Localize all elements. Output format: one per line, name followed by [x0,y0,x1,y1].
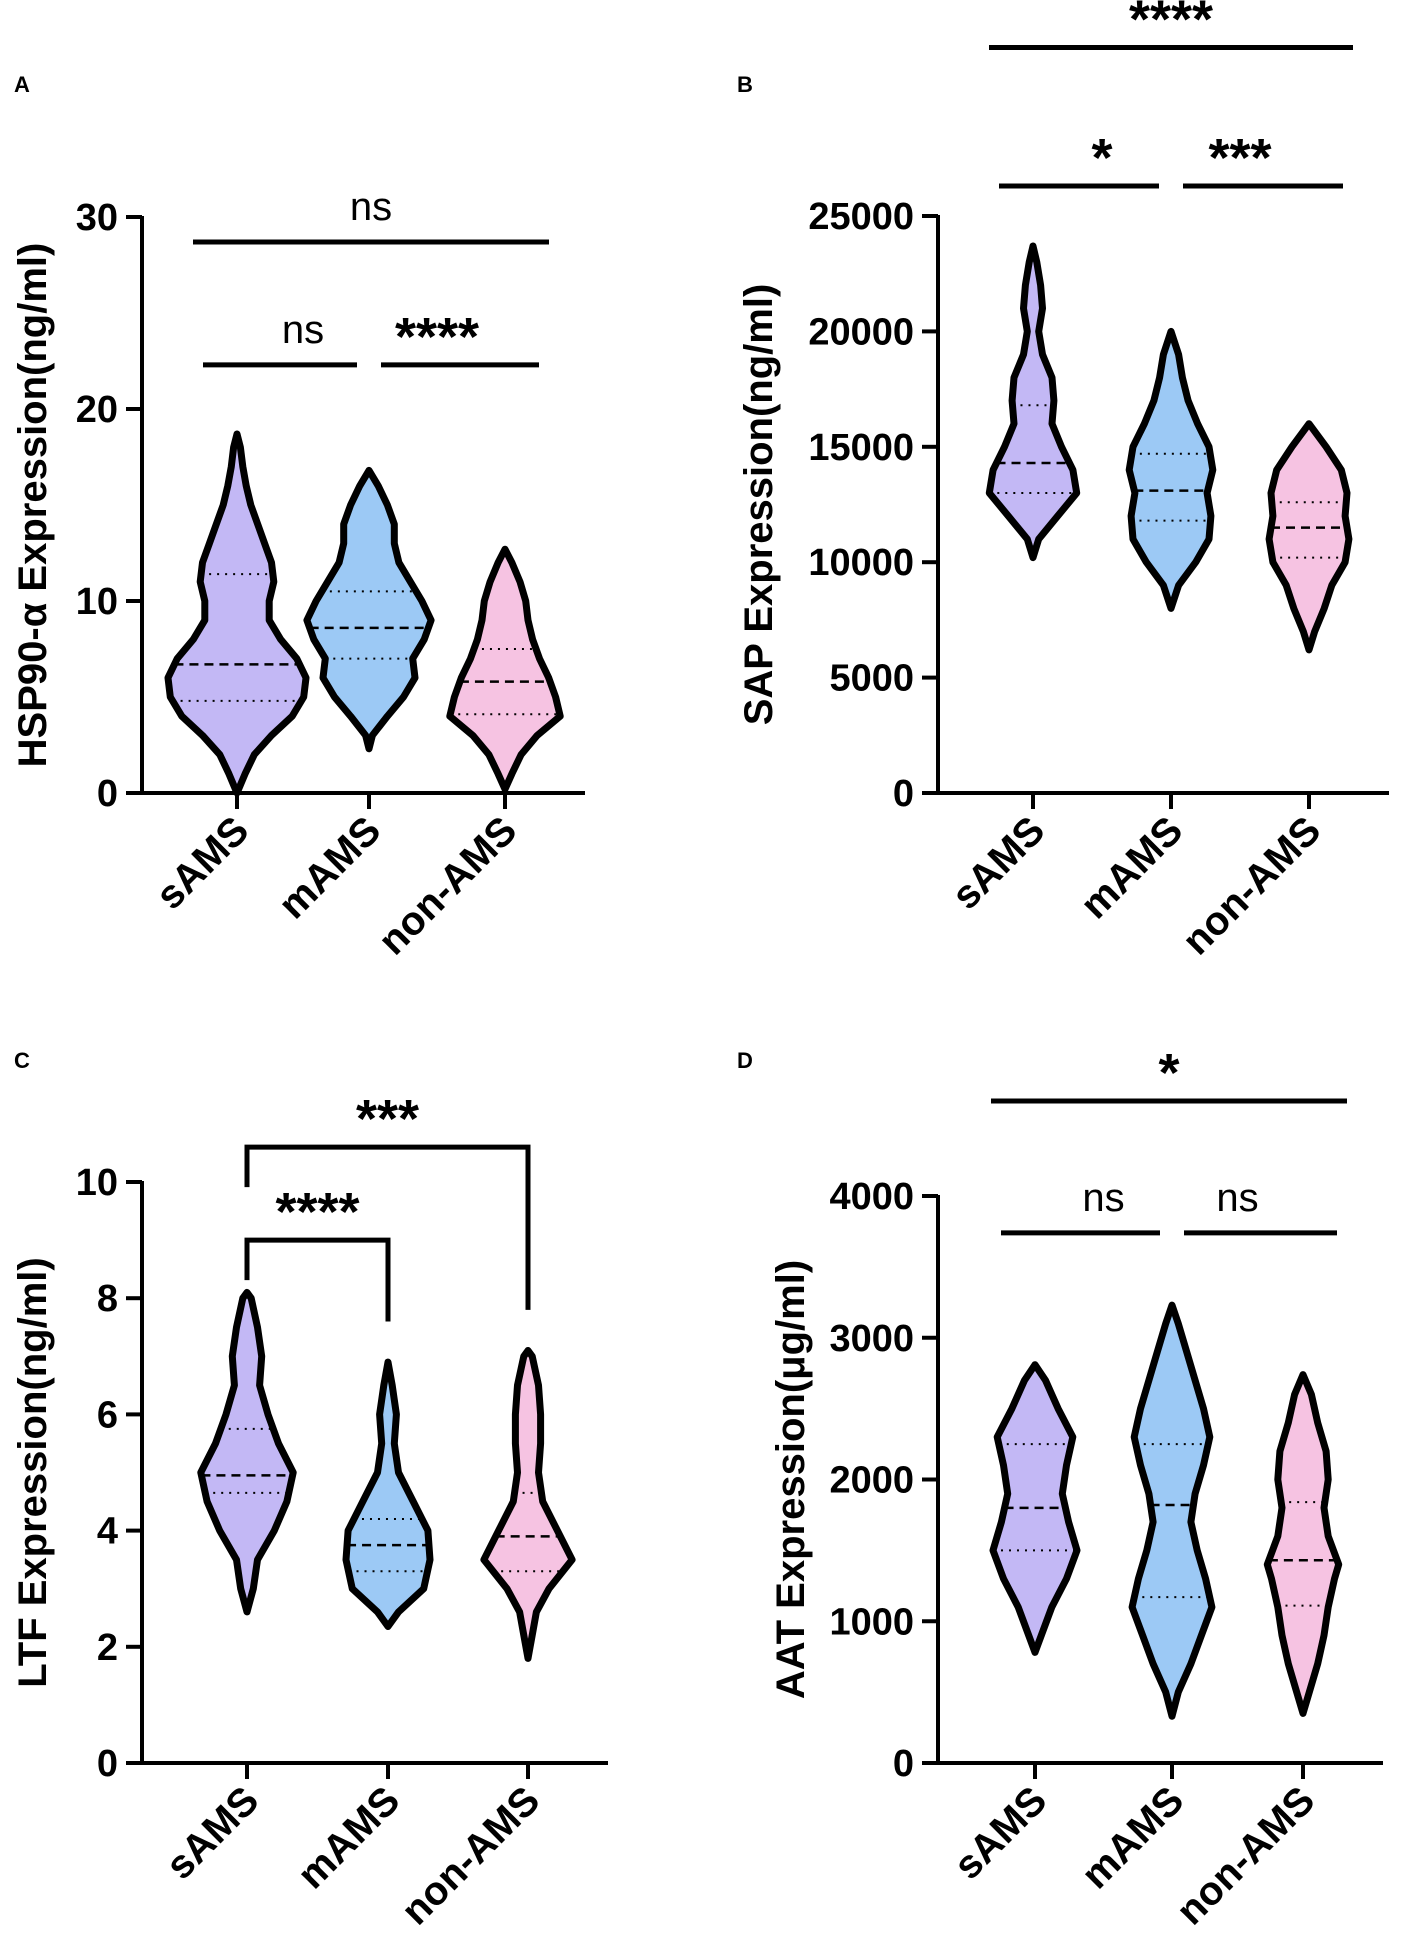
significance-label: *** [356,1089,419,1149]
panel-letter: D [737,1048,753,1073]
y-tick-label: 6 [97,1394,118,1436]
y-tick-label: 0 [97,1743,118,1785]
significance-label: *** [1208,128,1271,188]
y-tick-label: 5000 [829,658,914,700]
significance-label: ns [1216,1176,1258,1220]
panel-c: C 0 2 4 6 8 10 LTF Expression(ng/ml) sAMS mAMSnon… [11,1048,608,1933]
y-tick-label: 2 [97,1627,118,1669]
violin-sAMS [985,242,1081,562]
y-axis-title: AAT Expression(μg/ml) [769,1260,813,1699]
y-tick-label: 3000 [829,1318,914,1360]
y-tick-label: 4 [97,1511,118,1553]
y-axis-title: LTF Expression(ng/ml) [11,1257,55,1687]
y-tick-label: 8 [97,1278,118,1320]
panel-letter: C [14,1048,30,1073]
panel-letter: B [737,72,753,97]
significance-label: **** [275,1182,359,1242]
x-tick-label: non-AMS [393,1778,548,1933]
x-tick-label: mAMS [1072,808,1191,927]
y-axis-title: HSP90-α Expression(ng/ml) [11,243,55,768]
x-tick-label: sAMS [148,808,258,918]
violin-mAMS [303,466,435,753]
y-tick-label: 25000 [808,196,914,238]
panel-letter: A [14,72,30,97]
violin-non-AMS [446,545,564,793]
y-axis-title: SAP Expression(ng/ml) [737,284,781,726]
y-tick-label: 20 [76,389,118,431]
significance-label: **** [395,307,479,367]
panel-d: D 0 1000 2000 3000 4000 AAT Expression(μg/ml) s… [737,1043,1383,1933]
violin-non-AMS [1265,420,1353,654]
significance-bracket [244,1237,391,1322]
x-tick-label: mAMS [270,808,389,927]
y-tick-label: 0 [893,1743,914,1785]
x-tick-label: mAMS [289,1778,408,1897]
significance-label: * [1091,128,1112,188]
significance-label: **** [1129,0,1213,50]
y-tick-label: 20000 [808,311,914,353]
violin-mAMS [1125,327,1217,612]
y-tick-label: 10 [76,1162,118,1204]
y-tick-label: 15000 [808,427,914,469]
significance-label: ns [282,308,324,352]
x-tick-label: non-AMS [1174,808,1329,963]
violin-mAMS [342,1358,434,1630]
y-tick-label: 2000 [829,1460,914,1502]
x-tick-label: sAMS [158,1778,268,1888]
y-tick-label: 1000 [829,1601,914,1643]
y-tick-label: 10000 [808,542,914,584]
y-tick-label: 30 [76,197,118,239]
significance-label: * [1158,1043,1179,1103]
y-tick-label: 0 [893,773,914,815]
x-tick-label: sAMS [944,808,1054,918]
violin-sAMS [197,1288,297,1616]
violin-mAMS [1128,1301,1216,1720]
violin-non-AMS [480,1347,576,1662]
x-tick-label: non-AMS [370,808,525,963]
x-tick-label: mAMS [1073,1778,1192,1897]
violin-non-AMS [1263,1371,1343,1717]
violin-sAMS [164,430,310,797]
x-tick-label: sAMS [946,1778,1056,1888]
panel-b: B 0 5000 10000 15000 20000 25000 SAP Expression… [737,0,1389,963]
x-tick-label: non-AMS [1168,1778,1323,1933]
significance-label: ns [1082,1176,1124,1220]
y-tick-label: 0 [97,773,118,815]
y-tick-label: 4000 [829,1176,914,1218]
significance-bracket [244,1144,531,1310]
panel-a: A 0 10 20 30 HSP90-α Expression(ng/ml) sAMS mAM… [11,72,585,963]
y-tick-label: 10 [76,581,118,623]
significance-label: ns [350,185,392,229]
